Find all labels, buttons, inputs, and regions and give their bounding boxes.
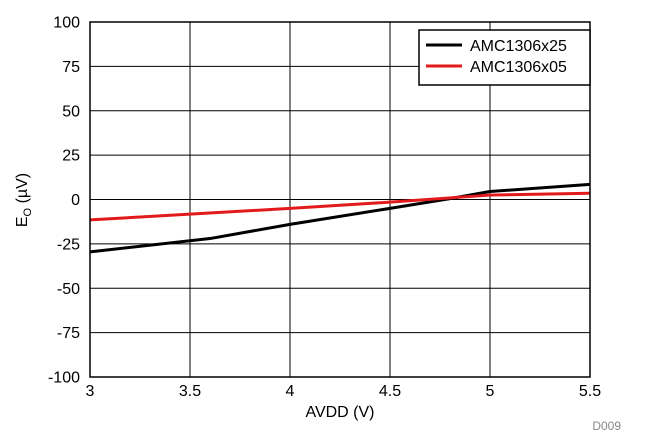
x-tick-label: 4 bbox=[286, 383, 295, 400]
x-tick-label: 4.5 bbox=[379, 383, 401, 400]
x-tick-label: 5.5 bbox=[579, 383, 601, 400]
y-tick-label: 0 bbox=[71, 192, 80, 209]
x-tick-labels: 3 3.5 4 4.5 5 5.5 bbox=[86, 383, 602, 400]
y-tick-labels: 100 75 50 25 0 -25 -50 -75 -100 bbox=[48, 15, 80, 387]
y-axis-label: EO (µV) bbox=[14, 173, 34, 227]
y-tick-label: -50 bbox=[57, 281, 80, 298]
y-tick-label: 100 bbox=[53, 15, 80, 32]
x-tick-label: 3.5 bbox=[179, 383, 201, 400]
series-lines bbox=[89, 182, 591, 254]
legend-label-amc1306x25: AMC1306x25 bbox=[470, 38, 567, 55]
y-axis-label-subscript: O bbox=[22, 207, 34, 216]
y-tick-label: -100 bbox=[48, 370, 80, 387]
legend: AMC1306x25 AMC1306x05 bbox=[418, 29, 591, 86]
x-tick-label: 5 bbox=[486, 383, 495, 400]
y-tick-label: -25 bbox=[57, 236, 80, 253]
x-axis-label: AVDD (V) bbox=[305, 404, 374, 421]
y-axis-label-main: E bbox=[14, 216, 31, 227]
legend-label-amc1306x05: AMC1306x05 bbox=[470, 59, 567, 76]
legend-box bbox=[418, 29, 591, 86]
y-tick-label: -75 bbox=[57, 325, 80, 342]
y-axis-label-unit: (µV) bbox=[14, 173, 31, 208]
y-tick-label: 75 bbox=[62, 59, 80, 76]
series-line-amc1306x05 bbox=[89, 191, 591, 222]
y-tick-label: 25 bbox=[62, 148, 80, 165]
y-tick-label: 50 bbox=[62, 103, 80, 120]
figure-id: D009 bbox=[592, 419, 621, 433]
series-line-amc1306x25 bbox=[89, 182, 591, 254]
plot-frame bbox=[89, 21, 591, 378]
x-tick-label: 3 bbox=[86, 383, 95, 400]
